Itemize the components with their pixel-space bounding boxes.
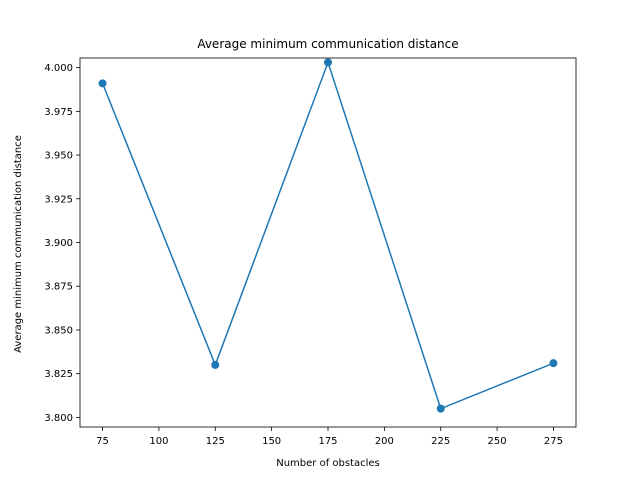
- y-axis-ticks: 3.800 3.825 3.850 3.875 3.900 3.925 3.950 3.975…: [44, 63, 80, 424]
- x-tick-label: 225: [431, 436, 450, 447]
- y-tick-label: 3.825: [44, 369, 73, 380]
- plot-area: [79, 57, 577, 428]
- y-tick-label: 3.800: [44, 413, 73, 424]
- x-tick-label: 250: [488, 436, 507, 447]
- y-axis-label: Average minimum communication distance: [13, 135, 24, 353]
- y-tick-label: 3.900: [44, 238, 73, 249]
- x-axis-ticks: 75 100 125 150 175 200 225 250 275: [96, 427, 563, 447]
- y-tick-label: 3.950: [44, 151, 73, 162]
- y-tick-label: 3.875: [44, 282, 73, 293]
- x-tick-label: 175: [318, 436, 337, 447]
- chart-title: Average minimum communication distance: [197, 37, 458, 51]
- x-tick-label: 75: [96, 436, 109, 447]
- data-point: [211, 360, 220, 369]
- data-point: [98, 79, 107, 88]
- x-tick-label: 200: [375, 436, 394, 447]
- x-tick-label: 125: [206, 436, 225, 447]
- x-axis-label: Number of obstacles: [276, 458, 380, 469]
- x-tick-label: 275: [544, 436, 563, 447]
- y-tick-label: 3.925: [44, 194, 73, 205]
- series-line: [101, 60, 554, 410]
- data-point: [549, 359, 558, 368]
- data-point: [436, 404, 445, 413]
- y-tick-label: 4.000: [44, 63, 73, 74]
- x-tick-label: 150: [262, 436, 281, 447]
- axes-frame: [79, 57, 577, 428]
- y-tick-label: 3.850: [44, 325, 73, 336]
- y-tick-label: 3.975: [44, 107, 73, 118]
- x-tick-label: 100: [149, 436, 168, 447]
- data-point: [324, 58, 332, 67]
